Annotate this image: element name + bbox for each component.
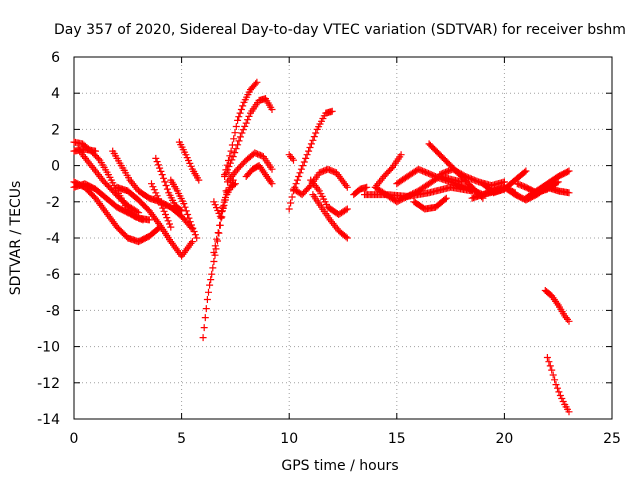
y-tick-label: -14 [37, 412, 60, 428]
series-arc-21 [285, 151, 297, 164]
x-tick-label: 25 [603, 431, 621, 447]
y-tick-label: -12 [37, 376, 60, 392]
series-arc-03 [70, 178, 164, 246]
plus-markers [285, 151, 297, 164]
y-tick-label: -6 [46, 267, 60, 283]
plus-markers [109, 147, 196, 233]
plus-markers [113, 183, 196, 260]
plus-markers [410, 194, 450, 213]
series-arc-05 [70, 145, 99, 155]
plus-markers [210, 180, 239, 256]
y-tick-label: -2 [46, 195, 60, 211]
x-tick-label: 10 [280, 431, 298, 447]
y-tick-label: 4 [51, 86, 60, 102]
series-arc-06 [109, 147, 196, 233]
plus-markers [221, 95, 276, 180]
y-tick-label: -4 [46, 231, 60, 247]
series-arc-08 [148, 180, 175, 231]
plus-markers [70, 145, 99, 155]
plus-markers [242, 162, 276, 188]
data-points [70, 78, 573, 416]
grid [74, 57, 612, 419]
y-tick-label: 0 [51, 159, 60, 175]
series-arc-16 [225, 149, 276, 184]
series-arc-37 [541, 287, 573, 325]
plus-markers [152, 154, 186, 215]
series-arc-09 [152, 154, 186, 215]
plus-markers [148, 180, 175, 231]
x-tick-label: 20 [495, 431, 513, 447]
series-arc-38 [543, 354, 573, 416]
y-tick-label: -10 [37, 340, 60, 356]
y-axis-label: SDTVAR / TECUs [8, 181, 24, 296]
x-tick-label: 0 [70, 431, 79, 447]
plus-markers [350, 183, 371, 199]
series-arc-24 [350, 183, 371, 199]
series-arc-13 [210, 180, 239, 256]
y-tick-label: 2 [51, 122, 60, 138]
plus-markers [541, 287, 573, 325]
series-arc-10 [175, 138, 203, 184]
plus-markers [309, 191, 351, 242]
series-arc-29 [410, 194, 450, 213]
plus-markers [543, 354, 573, 416]
y-tick-label: -8 [46, 303, 60, 319]
series-arc-17 [210, 176, 237, 220]
series-arc-23 [307, 176, 351, 218]
plus-markers [70, 178, 164, 246]
chart-title: Day 357 of 2020, Sidereal Day-to-day VTE… [54, 22, 626, 38]
y-tick-labels: -14 -12 -10 -8 -6 -4 -2 0 2 4 6 [37, 50, 60, 428]
x-axis-label: GPS time / hours [281, 458, 398, 474]
plus-markers [307, 176, 351, 218]
plus-markers [167, 176, 201, 242]
plus-markers [225, 149, 276, 184]
plus-markers [210, 176, 237, 220]
series-arc-11 [167, 176, 201, 242]
series-arc-22 [309, 191, 351, 242]
series-arc-07 [113, 183, 196, 260]
x-tick-labels: 0 5 10 15 20 25 [70, 431, 621, 447]
x-tick-label: 5 [177, 431, 186, 447]
series-arc-18 [242, 162, 276, 188]
series-arc-15 [221, 95, 276, 180]
series-arc-35 [522, 167, 573, 202]
plus-markers [175, 138, 203, 184]
axis-ticks [73, 56, 613, 420]
plus-markers [522, 167, 573, 202]
y-tick-label: 6 [51, 50, 60, 66]
x-tick-label: 15 [388, 431, 406, 447]
series-arc-36 [513, 178, 562, 197]
plus-markers [513, 178, 562, 197]
